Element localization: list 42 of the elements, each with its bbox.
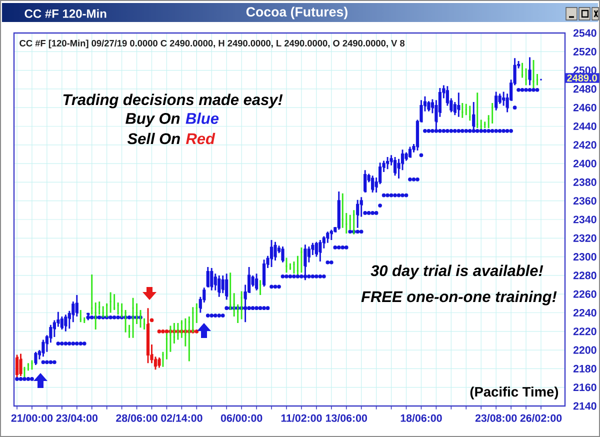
x-tick-label: 18/06:00 <box>400 414 442 422</box>
y-tick-label: 2300 <box>573 253 596 261</box>
x-tick-label: 13/06:00 <box>326 414 367 422</box>
y-tick-label: 2220 <box>573 328 596 336</box>
annotation: 30 day trial is available! <box>370 264 544 280</box>
annotation: Trading decisions made easy! <box>63 94 283 108</box>
y-tick-label: 2420 <box>573 141 596 149</box>
y-tick-label: 2480 <box>573 85 596 93</box>
y-tick-label: 2240 <box>573 308 596 317</box>
y-tick-label: 2360 <box>573 197 596 205</box>
annotation: FREE one-on-one training! <box>361 290 557 306</box>
text: 2489.0 <box>567 74 597 82</box>
x-tick-label: 28/06:00 <box>116 414 158 422</box>
annotation: Buy On <box>126 112 180 128</box>
x-tick-label: 06/00:00 <box>220 414 262 422</box>
y-tick-label: 2180 <box>573 364 596 372</box>
y-tick-label: 2140 <box>573 402 596 410</box>
x-tick-label: 02/14:00 <box>161 414 202 422</box>
y-tick-label: 2540 <box>573 29 596 37</box>
text: CC #F [120-Min] 09/27/19 0.0000 C 2490.0000, H 2490.0000, L 2490.0000, O 2490.0000, V 8 <box>20 40 405 48</box>
y-tick-label: 2520 <box>573 48 596 56</box>
annotation: Sell On <box>127 132 180 144</box>
y-tick-label: 2400 <box>573 160 596 168</box>
chart-title: Cocoa (Futures) <box>246 6 348 20</box>
x-tick-label: 26/02:00 <box>520 414 562 422</box>
x-tick-label: 11/02:00 <box>281 414 322 422</box>
y-tick-label: 2160 <box>573 384 596 392</box>
x-tick-label: 21/00:00 <box>11 414 53 422</box>
annotation: Red <box>186 132 216 144</box>
text: CC #F 120-Min <box>24 9 106 18</box>
annotation: (Pacific Time) <box>470 386 558 400</box>
x-tick-label: 23/08:00 <box>475 414 517 422</box>
y-tick-label: 2340 <box>573 216 596 224</box>
y-tick-label: 2320 <box>573 234 596 242</box>
annotation: Blue <box>186 112 219 124</box>
y-tick-label: 2260 <box>573 290 596 298</box>
y-tick-label: 2200 <box>573 346 596 354</box>
y-tick-label: 2380 <box>573 178 596 186</box>
y-tick-label: 2460 <box>573 104 596 112</box>
y-tick-label: 2440 <box>573 122 596 130</box>
x-tick-label: 23/04:00 <box>56 414 98 422</box>
y-tick-label: 2280 <box>573 272 596 280</box>
